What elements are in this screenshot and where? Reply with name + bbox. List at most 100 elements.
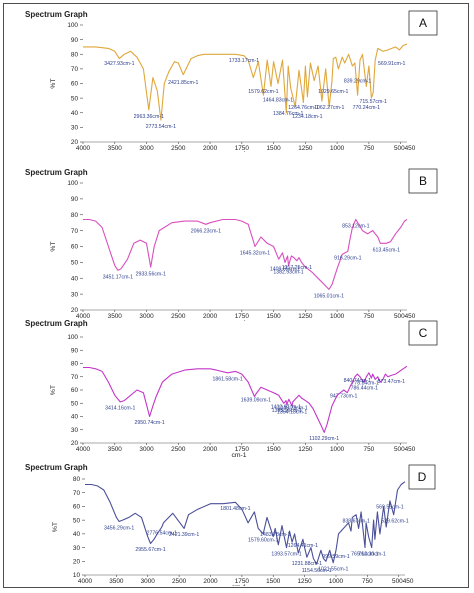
y-tick-label: 70: [71, 66, 79, 73]
y-tick-label: 80: [73, 476, 81, 483]
panel-c: Spectrum Graph C 100 90 80 70 60 50 40 30 20 %T 4000…: [3, 317, 471, 457]
y-tick-label: 20: [71, 139, 79, 146]
peak-label: 1579.62cm-1: [248, 89, 278, 95]
y-tick-label: 60: [71, 81, 79, 88]
x-tick-label: 1500: [266, 578, 281, 585]
spectrum-line-b: [83, 218, 408, 290]
peak-label: 3456.29cm-1: [104, 525, 134, 531]
peak-label: 999.59cm-1: [322, 554, 350, 560]
y-tick-label: 100: [67, 22, 78, 29]
y-tick-label: 20: [71, 440, 79, 447]
peak-label: 2776.54cm-1: [147, 531, 177, 537]
panel-b: Spectrum Graph B 100 90 80 70 60 50 40 30 20 %T 4000…: [3, 161, 471, 321]
x-tick-label: 1000: [330, 313, 345, 320]
peak-label: 1395.96cm-1: [272, 408, 302, 414]
peak-label: 1021.55cm-1: [318, 566, 348, 572]
x-tick-label: 2500: [171, 313, 186, 320]
y-tick-label: 40: [71, 275, 79, 282]
peak-label: 1645.32cm-1: [240, 251, 270, 257]
x-axis-label-a: cm-1: [231, 151, 246, 152]
x-tick-label: 2500: [171, 446, 186, 453]
x-tick-label: 500450: [394, 446, 416, 453]
y-tick-label: 30: [71, 427, 79, 434]
peak-label: 1579.60cm-1: [248, 538, 278, 544]
y-tick-label: 90: [71, 347, 79, 354]
peak-label: 2933.56cm-1: [136, 271, 166, 277]
peak-label: 1354.13cm-1: [277, 410, 307, 416]
peak-label: 770.24cm-1: [353, 105, 381, 111]
peak-label: 1402.97cm-1: [271, 404, 301, 410]
peak-label: 3414.16cm-1: [105, 406, 135, 412]
spectrum-line-c: [83, 365, 408, 433]
y-tick-label: 60: [73, 504, 81, 511]
spectrum-chart-a: Spectrum Graph A 100 90 80 70 60 50 40 30 20 %T 4000…: [25, 10, 438, 152]
peak-label: 1483.78cm-1: [260, 532, 290, 538]
peak-label: 2950.74cm-1: [135, 420, 165, 426]
y-tick-label: 70: [73, 490, 81, 497]
x-tick-label: 2500: [171, 145, 186, 152]
peak-label: 1264.41cm-1: [288, 543, 318, 549]
y-tick-label: 50: [71, 95, 79, 102]
peak-label: 916.29cm-1: [334, 255, 362, 261]
y-tick-label: 10: [73, 572, 81, 579]
x-tick-label: 2500: [172, 578, 187, 585]
spectrum-line-a: [83, 43, 408, 121]
peak-label: 1102.29cm-1: [309, 436, 339, 442]
peak-label: 1384.76cm-1: [273, 111, 303, 117]
y-axis-label-b: %T: [50, 241, 57, 251]
peak-label: 1317.25cm-1: [282, 265, 312, 271]
panel-label-b: B: [419, 174, 427, 188]
x-tick-label: 1000: [330, 446, 345, 453]
x-tick-label: 1250: [298, 145, 313, 152]
x-tick-label: 2000: [203, 145, 218, 152]
peak-label: 839.29cm-1: [344, 79, 372, 85]
peak-label: 1062.27cm-1: [314, 105, 344, 111]
peak-label: 1733.17cm-1: [229, 58, 259, 64]
peak-label: 1029.65cm-1: [318, 89, 348, 95]
x-tick-label: 4000: [76, 145, 91, 152]
chart-title-b: Spectrum Graph: [25, 168, 88, 177]
y-tick-label: 40: [71, 110, 79, 117]
peak-label: 1234.18cm-1: [292, 114, 322, 120]
peak-label: 2066.23cm-1: [191, 228, 221, 234]
peak-label: 778.84cm-1: [351, 380, 379, 386]
peak-label: 712.30cm-1: [358, 551, 386, 557]
x-tick-label: 3000: [139, 313, 154, 320]
y-tick-label: 60: [71, 387, 79, 394]
peak-label: 1409.65cm-1: [270, 267, 300, 273]
peak-label: 1231.88cm-1: [292, 561, 322, 567]
y-tick-label: 50: [73, 517, 81, 524]
chart-title-a: Spectrum Graph: [25, 10, 88, 19]
x-axis-label-b: cm-1: [231, 320, 246, 321]
peak-label: 1464.83cm-1: [263, 98, 293, 104]
figure-frame: [3, 3, 469, 588]
y-tick-label: 80: [71, 51, 79, 58]
x-tick-label: 2000: [203, 578, 218, 585]
x-tick-label: 1250: [298, 313, 313, 320]
peak-label: 838.67cm-1: [342, 518, 370, 524]
peak-label: 786.44cm-1: [351, 386, 379, 392]
peak-label: 569.55cm-1: [376, 505, 404, 511]
x-tick-label: 1500: [266, 313, 281, 320]
x-tick-label: 500450: [394, 313, 416, 320]
y-tick-label: 30: [71, 291, 79, 298]
peak-label: 569.91cm-1: [378, 61, 406, 67]
peak-label: 3427.93cm-1: [104, 61, 134, 67]
peak-label: 1065.01cm-1: [314, 294, 344, 300]
y-tick-label: 90: [71, 196, 79, 203]
x-axis-label-c: cm-1: [231, 452, 246, 457]
x-tick-label: 3000: [139, 446, 154, 453]
peak-label: 840.74cm-1: [344, 378, 372, 384]
x-tick-label: 500450: [394, 145, 416, 152]
panel-label-d: D: [418, 470, 427, 484]
peak-label: 573.47cm-1: [378, 379, 406, 385]
x-tick-label: 750: [364, 313, 375, 320]
x-tick-label: 1500: [266, 446, 281, 453]
x-tick-label: 3500: [109, 578, 124, 585]
x-tick-label: 1750: [235, 446, 250, 453]
chart-title-c: Spectrum Graph: [25, 319, 88, 328]
panel-label-box-b: [408, 168, 438, 194]
x-tick-label: 1750: [235, 313, 250, 320]
spectrum-chart-d: Spectrum Graph D 80 70 60 50 40 30 20 10 %T 4000 350…: [25, 463, 436, 586]
y-tick-label: 30: [71, 125, 79, 132]
